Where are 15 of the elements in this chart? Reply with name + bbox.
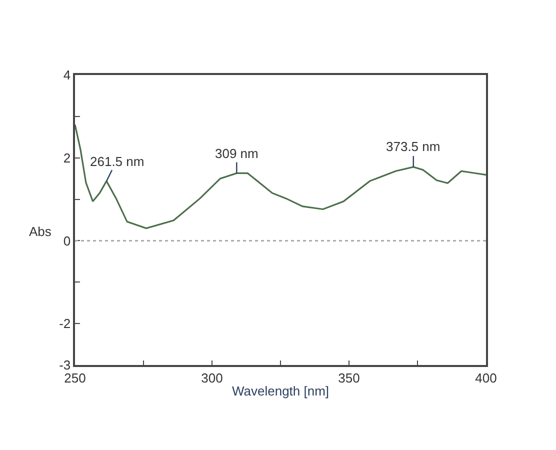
x-tick-label: 250 xyxy=(64,370,86,386)
y-tick-label: 0 xyxy=(63,233,71,248)
x-tick-label: 350 xyxy=(338,370,360,386)
y-tick-label: -3 xyxy=(59,358,71,373)
y-axis-title: Abs xyxy=(29,224,52,239)
line-series xyxy=(75,124,486,230)
x-axis-title: Wavelength [nm] xyxy=(232,383,330,398)
x-tick-label: 300 xyxy=(201,370,223,386)
annotation: 373.5 nm xyxy=(386,139,440,154)
y-tick-label: 4 xyxy=(63,68,71,83)
y-tick-label: -2 xyxy=(59,316,71,332)
annotation: 309 nm xyxy=(215,146,258,161)
x-tick-label: 400 xyxy=(475,370,497,386)
y-tick-label: 2 xyxy=(63,150,71,166)
annotation: 261.5 nm xyxy=(90,154,144,169)
